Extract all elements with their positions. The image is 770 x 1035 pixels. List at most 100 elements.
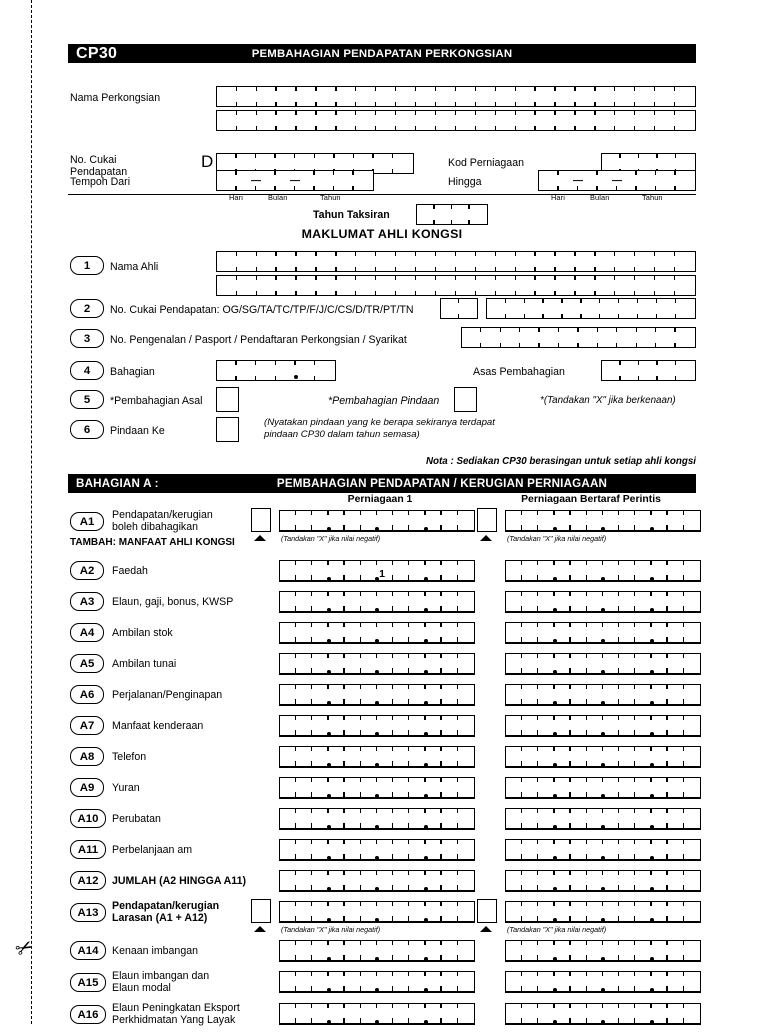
comb-cell[interactable] — [377, 716, 394, 735]
comb-cell[interactable] — [337, 111, 357, 130]
amount-input-a5-col2[interactable] — [505, 653, 701, 675]
comb-cell[interactable] — [257, 87, 277, 106]
comb-cell[interactable] — [296, 972, 313, 991]
comb-cell[interactable] — [442, 592, 459, 611]
amount-input-a11-col2[interactable] — [505, 839, 701, 861]
comb-cell[interactable] — [571, 778, 588, 797]
comb-cell[interactable] — [312, 972, 329, 991]
comb-cell[interactable] — [312, 716, 329, 735]
comb-cell[interactable] — [377, 871, 394, 890]
comb-cell[interactable] — [619, 685, 636, 704]
comb-cell[interactable] — [615, 111, 636, 130]
comb-cell[interactable] — [296, 511, 313, 530]
comb-cell[interactable] — [296, 361, 316, 380]
comb-cell[interactable] — [356, 276, 377, 295]
amount-input-a15-col2[interactable] — [505, 971, 701, 993]
comb-cell[interactable] — [312, 941, 329, 960]
comb-cell[interactable] — [377, 747, 394, 766]
comb-cell[interactable] — [393, 685, 410, 704]
comb-cell[interactable] — [522, 592, 539, 611]
comb-cell[interactable] — [345, 592, 362, 611]
comb-cell[interactable] — [329, 941, 345, 960]
comb-cell[interactable] — [538, 716, 555, 735]
comb-cell[interactable] — [635, 654, 652, 673]
comb-cell[interactable] — [538, 871, 555, 890]
comb-cell[interactable] — [436, 252, 456, 271]
comb-cell[interactable] — [217, 276, 237, 295]
comb-cell[interactable] — [329, 716, 345, 735]
comb-cell[interactable] — [458, 871, 474, 890]
comb-cell[interactable] — [377, 511, 394, 530]
comb-cell[interactable] — [556, 87, 576, 106]
comb-cell[interactable] — [522, 840, 539, 859]
comb-cell[interactable] — [329, 1004, 345, 1023]
comb-cell[interactable] — [619, 809, 636, 828]
comb-cell[interactable] — [675, 276, 695, 295]
comb-cell[interactable] — [409, 685, 426, 704]
comb-cell[interactable] — [456, 111, 476, 130]
comb-cell[interactable] — [312, 623, 329, 642]
comb-cell[interactable] — [297, 276, 317, 295]
comb-cell[interactable] — [603, 561, 620, 580]
comb-cell[interactable] — [396, 87, 417, 106]
comb-cell[interactable] — [668, 941, 685, 960]
comb-cell[interactable] — [684, 654, 700, 673]
comb-cell[interactable] — [536, 252, 556, 271]
comb-cell[interactable] — [296, 809, 313, 828]
comb-cell[interactable] — [393, 902, 410, 921]
comb-cell[interactable] — [603, 972, 620, 991]
comb-cell[interactable] — [635, 511, 652, 530]
comb-cell[interactable] — [417, 205, 435, 224]
comb-cell[interactable] — [579, 328, 599, 347]
comb-cell[interactable] — [655, 87, 676, 106]
comb-cell[interactable] — [522, 809, 539, 828]
comb-cell[interactable] — [496, 87, 516, 106]
comb-cell[interactable] — [280, 592, 297, 611]
comb-cell[interactable] — [426, 685, 442, 704]
comb-cell[interactable] — [619, 778, 636, 797]
comb-cell[interactable] — [536, 276, 556, 295]
comb-cell[interactable] — [652, 511, 668, 530]
comb-cell[interactable] — [409, 511, 426, 530]
amount-input-a5-col1[interactable] — [279, 653, 475, 675]
comb-cell[interactable] — [615, 87, 636, 106]
comb-cell[interactable] — [458, 716, 474, 735]
comb-cell[interactable] — [280, 561, 297, 580]
comb-cell[interactable] — [635, 592, 652, 611]
comb-cell[interactable] — [337, 252, 357, 271]
comb-cell[interactable] — [656, 171, 676, 190]
comb-cell[interactable] — [409, 561, 426, 580]
comb-cell[interactable] — [426, 902, 442, 921]
tempoh-hingga-input[interactable] — [538, 170, 696, 191]
comb-cell[interactable] — [637, 328, 657, 347]
amount-input-a12-col1[interactable] — [279, 870, 475, 892]
comb-cell[interactable] — [376, 111, 397, 130]
comb-cell[interactable] — [312, 778, 329, 797]
comb-cell[interactable] — [540, 328, 560, 347]
comb-cell[interactable] — [555, 685, 571, 704]
comb-cell[interactable] — [603, 685, 620, 704]
comb-cell[interactable] — [296, 685, 313, 704]
comb-cell[interactable] — [559, 171, 579, 190]
comb-cell[interactable] — [442, 778, 459, 797]
comb-cell[interactable] — [426, 623, 442, 642]
comb-cell[interactable] — [295, 171, 315, 190]
comb-cell[interactable] — [441, 299, 459, 318]
comb-cell[interactable] — [354, 171, 374, 190]
comb-cell[interactable] — [426, 840, 442, 859]
comb-cell[interactable] — [456, 276, 476, 295]
comb-cell[interactable] — [501, 328, 521, 347]
comb-cell[interactable] — [442, 747, 459, 766]
comb-cell[interactable] — [522, 1004, 539, 1023]
comb-cell[interactable] — [361, 941, 378, 960]
comb-cell[interactable] — [619, 511, 636, 530]
comb-cell[interactable] — [555, 654, 571, 673]
comb-cell[interactable] — [409, 902, 426, 921]
comb-cell[interactable] — [555, 840, 571, 859]
comb-cell[interactable] — [442, 871, 459, 890]
comb-cell[interactable] — [462, 328, 482, 347]
amount-input-a6-col2[interactable] — [505, 684, 701, 706]
amount-input-a3-col1[interactable] — [279, 591, 475, 613]
comb-cell[interactable] — [476, 111, 496, 130]
comb-cell[interactable] — [217, 361, 237, 380]
